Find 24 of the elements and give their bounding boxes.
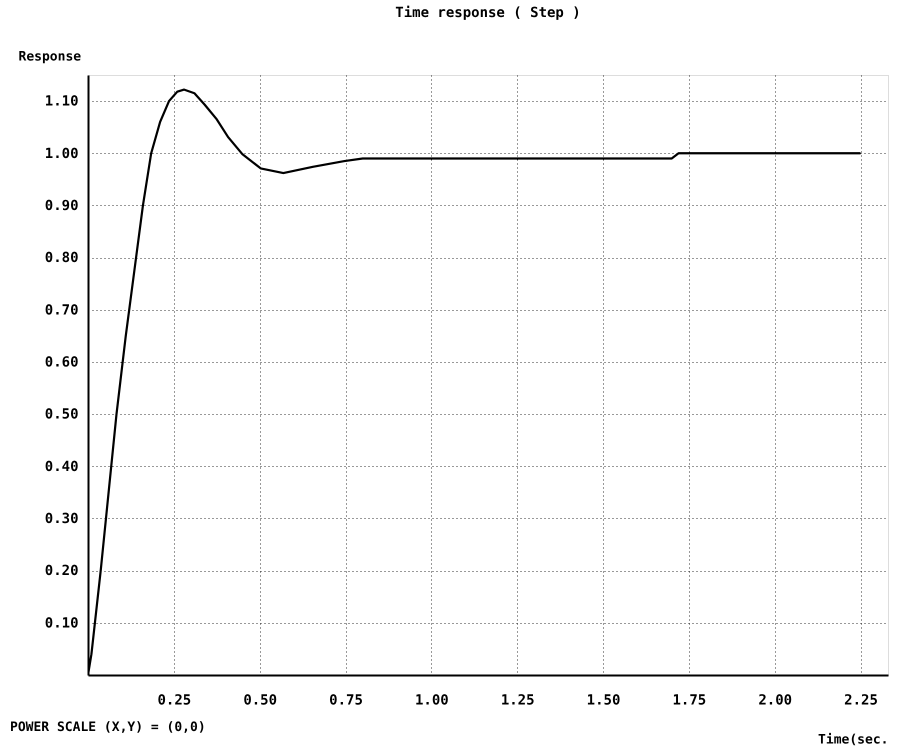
x-tick-label: 1.50: [586, 692, 620, 708]
x-tick-label: 1.00: [414, 692, 449, 708]
x-tick-label: 1.25: [500, 692, 535, 708]
y-tick-label: 0.20: [44, 563, 78, 580]
y-tick-label: 1.10: [44, 94, 78, 110]
x-tick-label: 2.25: [844, 692, 878, 708]
y-tick-label: 0.80: [44, 250, 78, 266]
x-axis-title: Time(sec.: [818, 732, 888, 748]
x-tick-label: 2.00: [758, 692, 792, 708]
x-tick-label: 1.75: [672, 692, 706, 708]
y-tick-label: 0.30: [44, 510, 78, 527]
x-tick-label: 0.50: [243, 692, 278, 708]
y-tick-label: 0.40: [44, 458, 78, 475]
x-tick-label: 0.75: [329, 692, 363, 708]
x-tick-label: 0.25: [157, 692, 192, 708]
y-tick-label: 0.70: [44, 302, 78, 318]
y-tick-label: 0.10: [44, 615, 78, 632]
text: POWER SCALE (X,Y) = (0,0): [10, 720, 206, 735]
chart-title: Time response ( Step ): [395, 5, 581, 21]
y-tick-label: 0.90: [44, 198, 78, 214]
y-tick-label: 0.60: [44, 354, 78, 370]
y-axis-title: Response: [18, 50, 82, 64]
y-tick-label: 1.00: [44, 146, 78, 162]
y-tick-label: 0.50: [44, 406, 78, 423]
